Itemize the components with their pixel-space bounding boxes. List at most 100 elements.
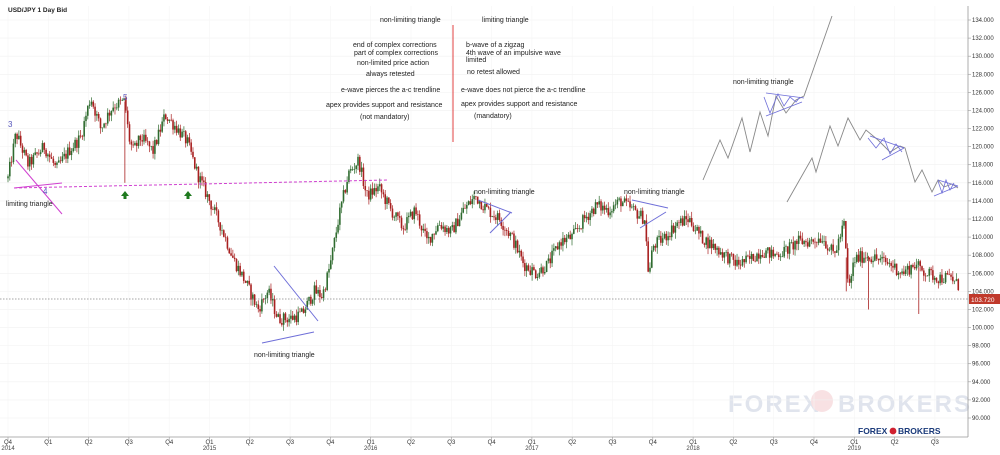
candle-body (507, 230, 510, 236)
candle-body (19, 135, 22, 146)
candle-body (553, 248, 555, 251)
candle-body (859, 251, 862, 262)
wave-label-5: 5 (123, 93, 128, 102)
candle-body (817, 238, 820, 244)
candle-body (656, 237, 659, 248)
candle-body (738, 259, 740, 265)
candle-body (330, 260, 332, 269)
candle-body (919, 261, 921, 267)
note-not-mandatory: (not mandatory) (360, 114, 409, 121)
candle-body (687, 219, 689, 223)
candle-body (45, 149, 47, 157)
candle-body (650, 250, 653, 268)
candle-body (377, 186, 379, 192)
candle-body (937, 281, 940, 284)
candle-body (139, 135, 142, 141)
candle-body (712, 243, 715, 249)
candle-body (259, 309, 261, 312)
candle-body (652, 245, 655, 251)
candle-body (621, 202, 624, 207)
candle-body (349, 169, 352, 171)
candle-body (777, 254, 780, 257)
x-year-label: 2018 (686, 446, 700, 450)
left-limiting-label: limiting triangle (6, 201, 53, 208)
candle-body (440, 225, 443, 229)
candle-body (540, 267, 542, 273)
candle-body (676, 222, 678, 227)
candle-body (59, 160, 62, 162)
candle-body (125, 98, 127, 111)
schematic-impulse-upper-line (765, 92, 805, 99)
candle-body (9, 161, 11, 177)
candle-body (826, 248, 829, 251)
candle-body (498, 213, 501, 221)
candle-body (843, 221, 845, 226)
candle-body (928, 268, 931, 276)
candle-body (727, 251, 729, 264)
candle-body (558, 242, 561, 250)
y-tick-label: 118.000 (972, 163, 994, 169)
candle-body (373, 188, 376, 195)
candle-body (823, 241, 825, 242)
candle-body (703, 243, 706, 245)
candle-body (460, 212, 463, 220)
candle-body (908, 265, 911, 275)
candle-body (883, 256, 885, 258)
x-tick-label: Q3 (931, 440, 940, 446)
x-year-label: 2014 (1, 446, 15, 450)
candle-body (620, 198, 622, 207)
candle-body (683, 216, 686, 226)
candle-body (709, 239, 711, 249)
candle-body (438, 225, 441, 226)
candle-body (952, 276, 954, 282)
candle-body (195, 166, 198, 169)
schematic-correction-triangle2-upper (937, 179, 959, 187)
candle-body (359, 156, 361, 172)
x-tick-label: Q2 (246, 440, 255, 446)
candle-body (57, 160, 60, 163)
candle-body (409, 211, 412, 216)
x-tick-label: Q4 (649, 440, 658, 446)
candle-body (868, 257, 871, 260)
candle-body (90, 101, 93, 105)
candle-body (315, 285, 318, 294)
note-part-of-complex: part of complex corrections (354, 50, 439, 57)
candle-body (932, 270, 934, 280)
schematic-correction-triangle1-lower (881, 147, 905, 161)
candle-body (567, 234, 570, 238)
candle-body (485, 204, 488, 207)
y-tick-label: 126.000 (972, 90, 994, 96)
x-tick-label: Q2 (891, 440, 900, 446)
candle-body (384, 194, 387, 205)
candle-body (217, 210, 220, 223)
candle-body (339, 207, 341, 225)
candle-body (511, 233, 513, 234)
candle-body (901, 271, 903, 274)
candle-body (915, 264, 918, 269)
triangle-2017-label: non-limiting triangle (474, 189, 535, 196)
candle-body (197, 166, 200, 183)
candle-body (582, 215, 584, 229)
candle-body (734, 259, 737, 266)
candle-body (701, 230, 704, 244)
candle-body (560, 242, 562, 246)
limiting-triangle-lower-line (13, 182, 63, 189)
candle-body (641, 210, 644, 224)
candle-body (645, 220, 648, 242)
note-4th-wave: 4th wave of an impulsive wave (466, 50, 561, 57)
candle-body (68, 147, 71, 156)
candle-body (529, 270, 532, 275)
candle-body (489, 207, 492, 217)
candle-body (12, 143, 15, 163)
candle-body (681, 218, 684, 226)
candle-body (264, 298, 267, 300)
candle-body (719, 252, 722, 255)
candle-body (520, 250, 523, 257)
candle-body (670, 225, 673, 238)
candle-body (193, 157, 196, 169)
watermark-text-left: FOREX (728, 391, 821, 418)
candle-body (625, 198, 628, 201)
candle-body (208, 194, 211, 201)
candle-body (759, 255, 762, 259)
candle-body (431, 233, 434, 243)
